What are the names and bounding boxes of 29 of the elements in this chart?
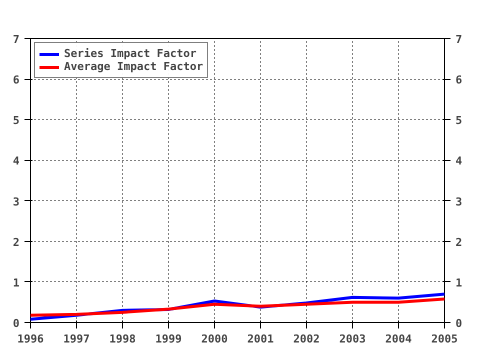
y-tick-label: 3 (12, 195, 20, 208)
x-tick-label: 2000 (201, 332, 228, 346)
y-tick-label: 4 (12, 154, 20, 168)
legend-label: Series Impact Factor (64, 47, 196, 60)
y2-tick-label: 4 (456, 154, 462, 168)
legend-label: Average Impact Factor (64, 60, 204, 73)
y-tick-label: 0 (12, 317, 20, 330)
x-tick-label: 2003 (339, 332, 366, 346)
x-tick-label: 2004 (385, 332, 412, 346)
y-tick-label: 2 (12, 236, 20, 249)
line-series (30, 297, 444, 317)
y2-tick-label: 2 (456, 236, 462, 249)
x-tick-label: 1999 (155, 332, 182, 346)
y-tick-label: 6 (12, 74, 20, 87)
y-tick-label: 5 (12, 114, 20, 128)
y-tick-label: 7 (12, 33, 20, 46)
x-tick-label: 2005 (431, 332, 458, 346)
x-tick-label: 1996 (17, 332, 44, 346)
x-tick-label: 1998 (109, 332, 136, 346)
x-tick-label: 1997 (63, 332, 90, 346)
y2-tick-label: 7 (456, 33, 462, 46)
y2-tick-label: 1 (456, 276, 462, 290)
y2-tick-label: 5 (456, 114, 462, 128)
y-tick-label: 1 (12, 276, 20, 290)
y2-tick-label: 0 (456, 317, 462, 330)
y2-tick-label: 6 (456, 74, 462, 87)
y2-tick-label: 3 (456, 195, 462, 208)
x-tick-label: 2001 (247, 332, 274, 346)
x-tick-label: 2002 (293, 332, 320, 346)
